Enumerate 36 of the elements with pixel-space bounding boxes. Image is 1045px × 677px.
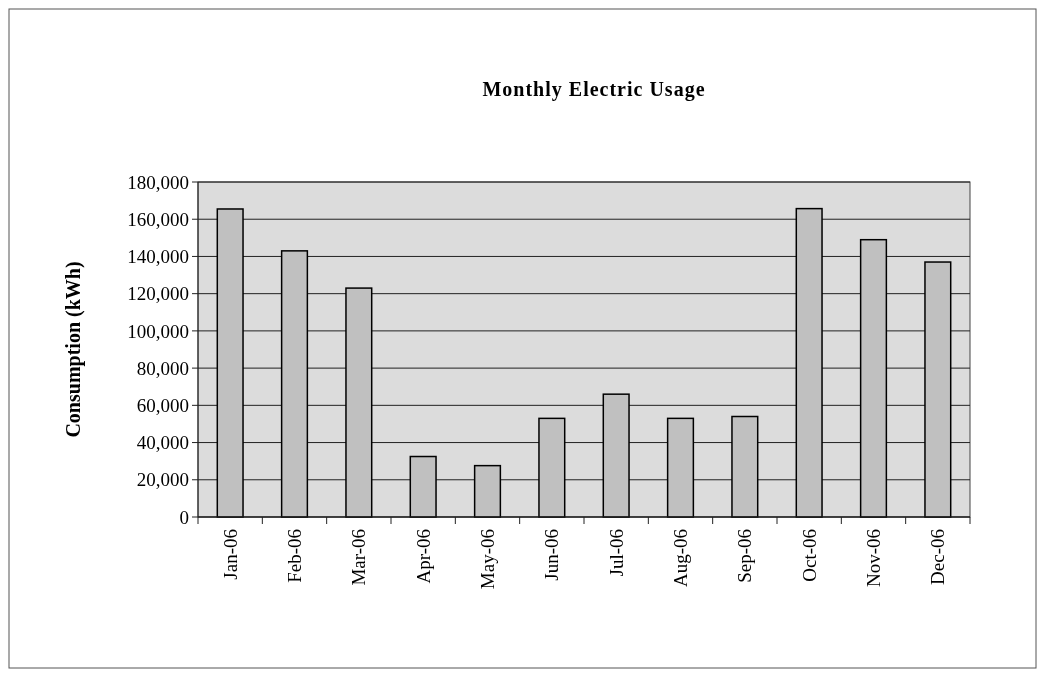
bar [795, 207, 823, 518]
y-axis-title: Consumption (kWh) [62, 261, 85, 438]
y-tick-label: 160,000 [127, 208, 189, 230]
y-tick-label: 120,000 [127, 283, 189, 305]
x-tick-label: Oct-06 [798, 529, 820, 582]
x-tick-label: May-06 [477, 529, 499, 590]
x-tick-label: Jan-06 [219, 529, 241, 580]
y-tick-label: 20,000 [136, 469, 189, 491]
x-tick-label: Mar-06 [348, 529, 370, 586]
bar [345, 287, 373, 518]
y-tick-label: 0 [179, 506, 189, 528]
bar [538, 417, 566, 518]
chart-title: Monthly Electric Usage [482, 78, 706, 101]
y-tick-label: 40,000 [136, 432, 189, 454]
bar [409, 455, 437, 518]
bar [280, 250, 309, 518]
x-tick-label: Feb-06 [284, 529, 306, 583]
bar [731, 415, 759, 518]
x-tick-label: Dec-06 [927, 529, 949, 585]
y-tick-label: 180,000 [127, 171, 189, 193]
x-tick-label: Aug-06 [670, 529, 692, 588]
bar [473, 464, 502, 518]
x-tick-label: Nov-06 [863, 529, 885, 588]
x-tick-label: Jul-06 [605, 529, 627, 577]
y-tick-label: 100,000 [127, 320, 189, 342]
x-tick-label: Sep-06 [734, 529, 756, 583]
y-tick-label: 60,000 [136, 394, 189, 416]
bar [666, 417, 695, 518]
bar [216, 208, 244, 518]
bar [602, 393, 630, 518]
y-tick-label: 80,000 [136, 357, 189, 379]
x-tick-label: Apr-06 [412, 529, 434, 584]
bar [859, 238, 888, 518]
x-tick-label: Jun-06 [541, 529, 563, 581]
y-tick-label: 140,000 [127, 246, 189, 268]
bar [924, 261, 952, 518]
